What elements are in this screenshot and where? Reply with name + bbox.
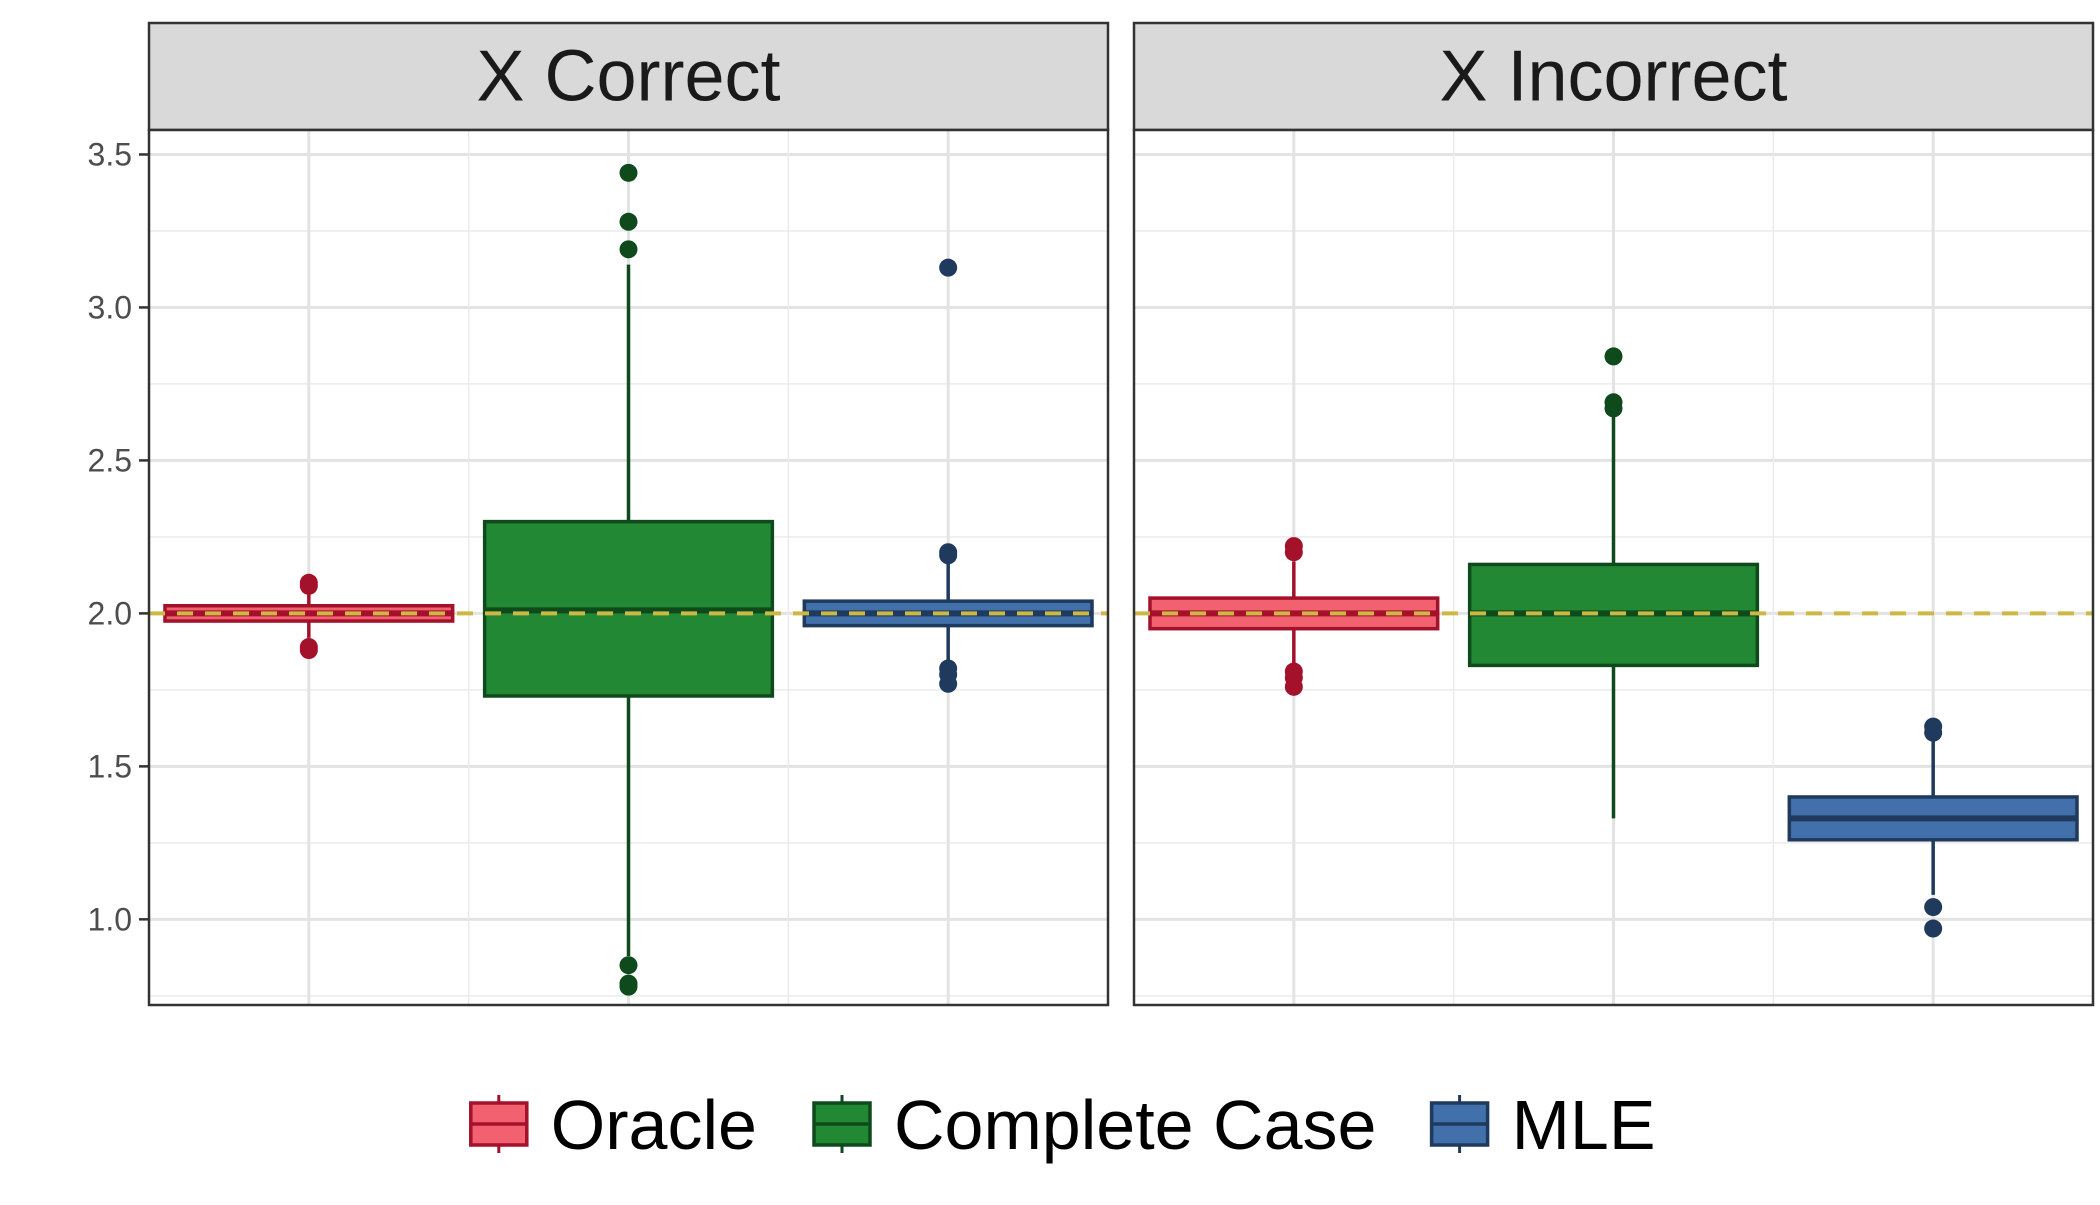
panel-0: X Correct [147, 21, 1110, 1007]
boxplot-mle [1787, 717, 2079, 938]
panel-title: X Incorrect [1439, 37, 1787, 117]
outlier-point [619, 956, 638, 975]
legend-item: MLE [1429, 1086, 1656, 1164]
y-tick-label: 3.5 [88, 136, 132, 172]
outlier-point [1284, 543, 1303, 562]
panel-strip [147, 21, 1110, 132]
y-tick-label: 2.5 [88, 442, 132, 478]
outlier-point [939, 258, 958, 277]
panel-title: X Correct [476, 37, 780, 117]
outlier-point [299, 641, 318, 660]
outlier-point [939, 546, 958, 565]
legend-item: Oracle [469, 1086, 757, 1164]
legend-label: MLE [1512, 1086, 1656, 1164]
legend-label: Complete Case [894, 1086, 1376, 1164]
outlier-point [939, 674, 958, 693]
legend: Oracle Complete Case MLE [469, 1086, 1656, 1164]
y-tick-label: 3.0 [88, 289, 132, 325]
outlier-point [619, 212, 638, 231]
outlier-point [299, 576, 318, 595]
panel-border [147, 128, 1110, 1007]
outlier-point [619, 163, 638, 182]
y-tick-label: 2.0 [88, 595, 132, 631]
outlier-point [1284, 677, 1303, 696]
panel-strip [1132, 21, 2095, 132]
outlier-point [1924, 898, 1943, 917]
panel-border [1132, 128, 2095, 1007]
outlier-point [619, 240, 638, 259]
legend-item: Complete Case [812, 1086, 1376, 1164]
y-tick-label: 1.5 [88, 748, 132, 784]
outlier-point [619, 977, 638, 996]
y-axis: 1.0 1.5 2.0 2.5 3.0 3.5 [88, 136, 149, 937]
outlier-point [1924, 723, 1943, 742]
boxplot-complete-case [482, 163, 775, 996]
legend-label: Oracle [551, 1086, 757, 1164]
outlier-point [1924, 919, 1943, 938]
outlier-point [1604, 347, 1623, 366]
panel-1: X Incorrect [1132, 21, 2095, 1007]
outlier-point [1604, 399, 1623, 418]
y-tick-label: 1.0 [88, 901, 132, 937]
